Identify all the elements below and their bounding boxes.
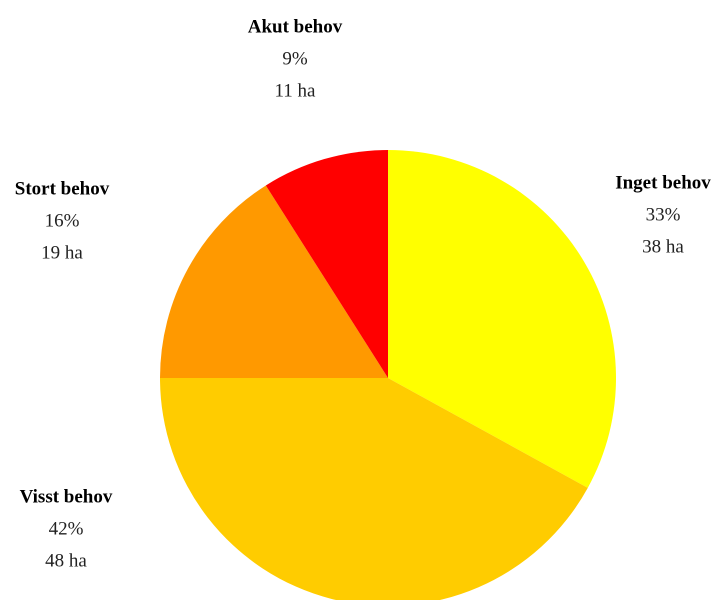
percent-label: 9%	[282, 48, 308, 69]
pie-slice	[265, 150, 388, 378]
percent-label: 42%	[49, 518, 84, 539]
category-label: Stort behov	[15, 178, 110, 199]
area-label: 11 ha	[275, 80, 317, 101]
percent-label: 33%	[646, 204, 681, 225]
category-label: Akut behov	[248, 16, 343, 37]
pie-slice	[160, 378, 588, 600]
pie-slice	[388, 150, 617, 488]
category-label: Inget behov	[615, 172, 711, 193]
percent-label: 16%	[45, 210, 80, 231]
area-label: 19 ha	[41, 242, 83, 263]
pie-slice	[160, 185, 388, 378]
area-label: 48 ha	[45, 550, 87, 571]
area-label: 38 ha	[642, 236, 684, 257]
category-label: Visst behov	[20, 486, 113, 507]
